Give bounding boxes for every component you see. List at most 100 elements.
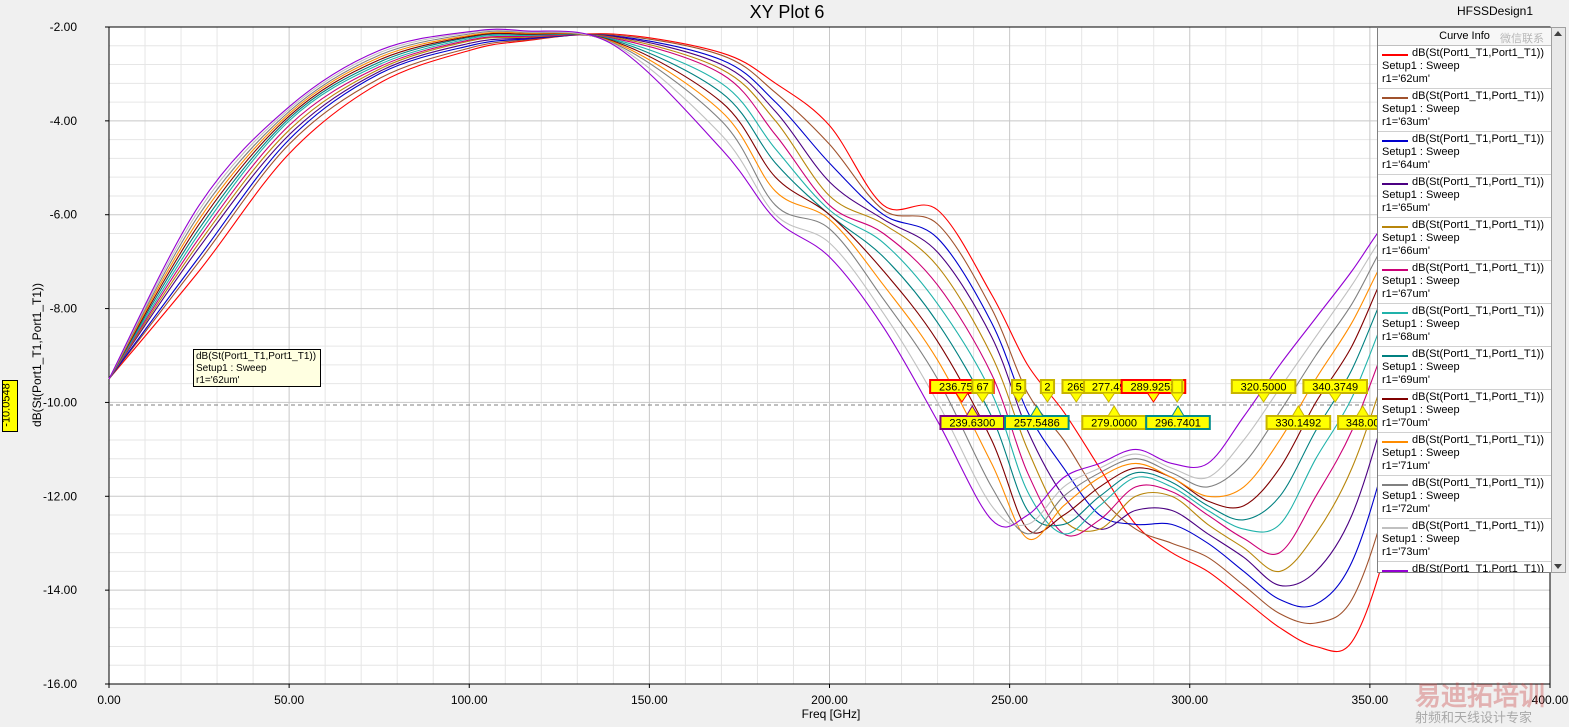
marker-value: 67 [976,382,988,394]
legend-item-name: dB(St(Port1_T1,Port1_T1)) [1412,305,1545,317]
legend-item-setup: Setup1 : Sweep [1382,404,1460,416]
legend-item-param: r1='66um' [1382,245,1430,257]
legend-item[interactable]: dB(St(Port1_T1,Port1_T1)) Setup1 : Sweep r… [1378,304,1551,347]
design-name: HFSSDesign1 [1457,4,1534,18]
legend-item-param: r1='64um' [1382,159,1430,171]
legend-item-param: r1='70um' [1382,417,1430,429]
tooltip-line-1: dB(St(Port1_T1,Port1_T1)) [196,351,317,362]
x-tick-label: 50.00 [274,693,304,707]
legend-item[interactable]: dB(St(Port1_T1,Port1_T1)) Setup1 : Sweep r… [1378,132,1551,175]
series-line-1 [108,33,1551,653]
marker-value: 340.3749 [1312,382,1358,394]
legend-item-setup: Setup1 : Sweep [1382,275,1460,287]
legend-item[interactable]: dB(St(Port1_T1,Port1_T1)) Setup1 : Sweep r… [1378,46,1551,89]
legend-item-param: r1='71um' [1382,460,1430,472]
marker-value: 320.5000 [1241,382,1287,394]
marker-pointer-icon [1101,392,1116,403]
y-cursor-value-badge[interactable]: -10.0548 [0,380,18,432]
legend-item-setup: Setup1 : Sweep [1382,232,1460,244]
series-line-11 [108,30,1551,535]
legend-item[interactable]: dB(St(Port1_T1,Port1_T1)) Setup1 : Sweep r… [1378,390,1551,433]
legend-swatch [1382,398,1408,400]
marker-value: 277.49 [1092,382,1126,394]
series-line-3 [108,34,1551,608]
legend-item-param: r1='65um' [1382,202,1430,214]
marker-value: 289.9252 [1131,382,1177,394]
legend-item[interactable]: dB(St(Port1_T1,Port1_T1)) Setup1 : Sweep r… [1378,261,1551,304]
legend-item-param: r1='68um' [1382,331,1430,343]
x-tick-label: 350.00 [1352,693,1389,707]
legend-swatch [1382,355,1408,357]
x-tick-label: 300.00 [1171,693,1208,707]
legend-header: Curve Info [1378,28,1551,46]
legend-item[interactable]: dB(St(Port1_T1,Port1_T1)) Setup1 : Sweep r… [1378,476,1551,519]
legend-item-setup: Setup1 : Sweep [1382,361,1460,373]
legend-item[interactable]: dB(St(Port1_T1,Port1_T1)) Setup1 : Sweep r… [1378,175,1551,218]
y-tick-label: -12.00 [43,489,77,503]
y-cursor-value: -10.0548 [0,383,13,427]
marker-value: 330.1492 [1275,418,1321,430]
x-axis-label: Freq [GHz] [802,707,861,721]
legend-item[interactable]: dB(St(Port1_T1,Port1_T1)) Setup1 : Sweep r… [1378,347,1551,390]
x-tick-label: 400.00 [1532,693,1569,707]
legend-swatch [1382,441,1408,443]
marker-pointer-icon [1107,405,1121,417]
series-line-12 [108,29,1551,527]
tooltip-line-3: r1='62um' [196,375,240,386]
y-tick-label: -6.00 [50,208,78,222]
legend-swatch [1382,269,1408,271]
legend-item[interactable]: dB(St(Port1_T1,Port1_T1)) Setup1 : Sweep r… [1378,89,1551,132]
marker-pointer-icon [1011,392,1026,403]
legend-item-param: r1='62um' [1382,73,1430,85]
y-tick-label: -10.00 [43,395,77,409]
series-line-10 [108,31,1551,541]
legend-swatch [1382,97,1408,99]
legend-item-setup: Setup1 : Sweep [1382,490,1460,502]
legend-item-name: dB(St(Port1_T1,Port1_T1)) [1412,219,1545,231]
x-tick-label: 100.00 [451,693,488,707]
marker-pointer-icon [1146,392,1161,403]
marker-value: 257.5486 [1014,418,1060,430]
scroll-up-icon[interactable] [1554,31,1562,36]
marker-value: 279.0000 [1091,418,1137,430]
legend-item[interactable]: dB(St(Port1_T1,Port1_T1)) [1378,562,1551,572]
series-line-13 [108,28,1551,528]
chart-title: XY Plot 6 [750,2,825,22]
scroll-down-icon[interactable] [1554,564,1562,569]
marker-value: 239.6300 [949,418,995,430]
y-tick-label: -14.00 [43,583,77,597]
legend-item-setup: Setup1 : Sweep [1382,60,1460,72]
legend-item[interactable]: dB(St(Port1_T1,Port1_T1)) Setup1 : Sweep r… [1378,433,1551,476]
legend-swatch [1382,527,1408,529]
legend-item[interactable]: dB(St(Port1_T1,Port1_T1)) Setup1 : Sweep r… [1378,218,1551,261]
legend-item[interactable]: dB(St(Port1_T1,Port1_T1)) Setup1 : Sweep r… [1378,519,1551,562]
legend-swatch [1382,570,1408,572]
marker-pointer-icon [1069,392,1084,403]
legend-item-name: dB(St(Port1_T1,Port1_T1)) [1412,262,1545,274]
legend-scrollbar[interactable] [1551,27,1566,573]
marker-pointer-icon [1029,405,1044,417]
x-tick-label: 0.00 [97,693,121,707]
legend-item-param: r1='72um' [1382,503,1430,515]
x-axis-ticks: 0.00 50.00 100.00 150.00 200.00 250.00 300.00 3… [97,684,1569,707]
watermark-tagline: 射频和天线设计专家 [1415,710,1533,725]
x-tick-label: 150.00 [631,693,668,707]
watermark-contact: 微信联系 [1500,33,1544,45]
marker-pointer-icon [1256,392,1271,403]
legend-swatch [1382,484,1408,486]
series-line-5 [108,34,1551,572]
marker-label-box [1171,379,1184,394]
curve-info-legend[interactable]: Curve Info dB(St(Port1_T1,Port1_T1)) Setu… [1377,27,1552,573]
legend-swatch [1382,54,1408,56]
marker-pointer-icon [1328,392,1343,403]
legend-item-name: dB(St(Port1_T1,Port1_T1)) [1412,520,1545,532]
legend-item-name: dB(St(Port1_T1,Port1_T1)) [1412,477,1545,489]
watermark-brand: 易迪拓培训 [1415,681,1546,711]
series-line-4 [108,34,1551,587]
y-tick-label: -4.00 [50,114,78,128]
legend-item-setup: Setup1 : Sweep [1382,146,1460,158]
series-line-2 [108,33,1551,625]
marker-value: 5 [1016,382,1022,394]
